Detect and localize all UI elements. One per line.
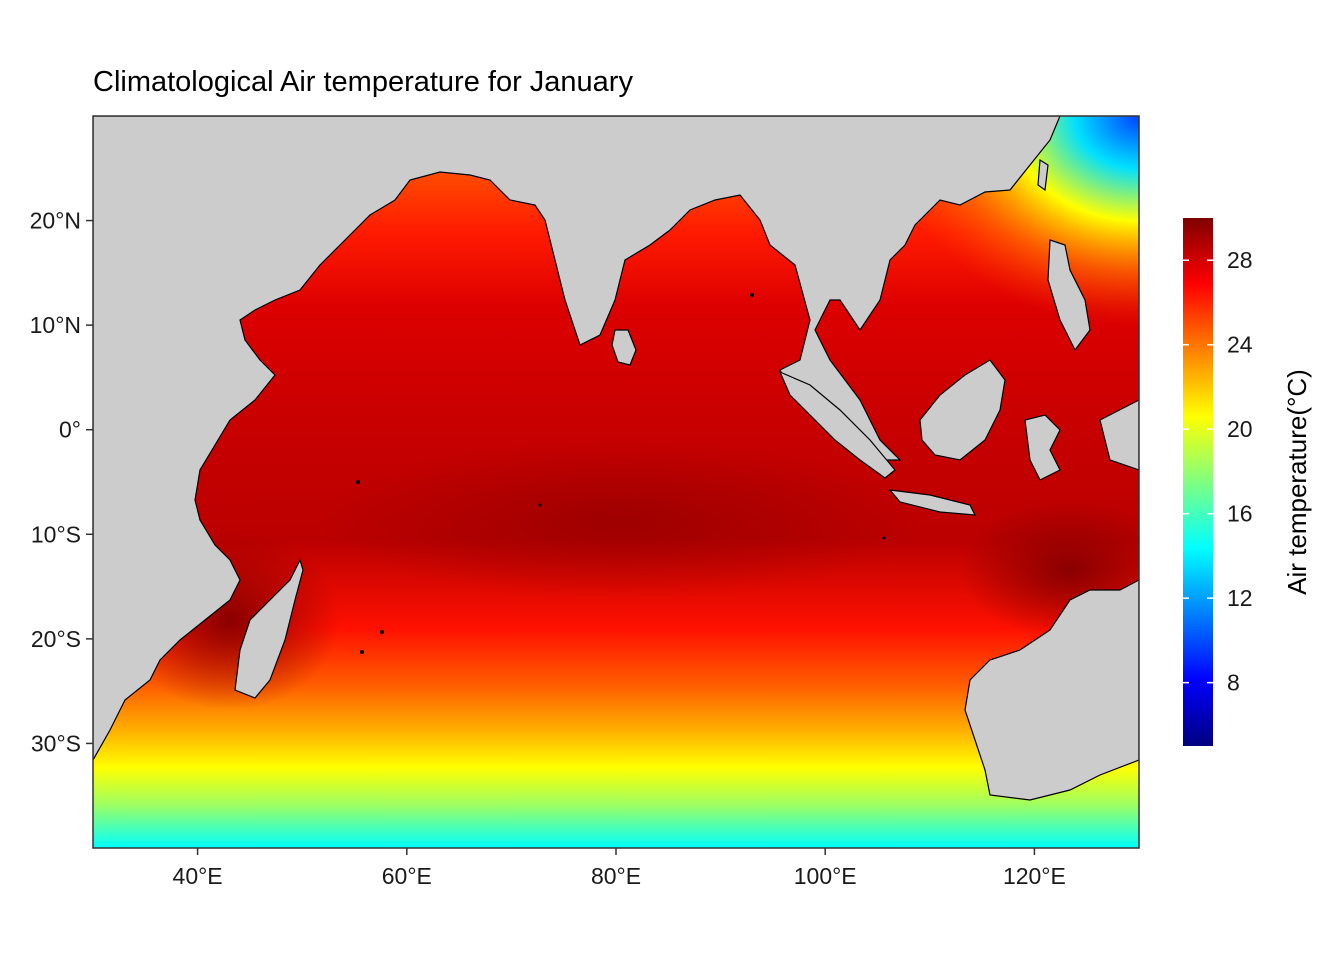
legend-tick-label: 12 (1227, 585, 1253, 611)
island-dot (380, 630, 384, 634)
y-tick-label: 10°N (30, 312, 81, 338)
island-dot (882, 536, 886, 540)
land-borneo (919, 359, 1006, 461)
land-sulawesi (1024, 414, 1061, 481)
legend-tick-label: 20 (1227, 416, 1253, 442)
map-panel (93, 116, 1139, 848)
y-tick-label: 30°S (31, 730, 81, 756)
x-axis: 40°E 60°E 80°E 100°E 120°E (173, 848, 1066, 889)
x-tick-label: 60°E (382, 863, 432, 889)
legend-tick-label: 16 (1227, 501, 1253, 527)
land-africa-arabia-asia (93, 116, 1061, 762)
x-tick-label: 80°E (591, 863, 641, 889)
land-masses (93, 116, 1139, 801)
land-madagascar (234, 558, 304, 699)
island-dot (538, 503, 542, 507)
legend-colorbar (1183, 218, 1213, 746)
legend-tick-label: 24 (1227, 332, 1253, 358)
small-islands (356, 293, 886, 654)
land-philippines (1047, 239, 1091, 352)
x-tick-label: 120°E (1003, 863, 1066, 889)
y-tick-label: 10°S (31, 521, 81, 547)
x-tick-label: 40°E (173, 863, 223, 889)
map-title: Climatological Air temperature for Janua… (93, 66, 633, 98)
land-taiwan (1037, 158, 1049, 192)
land-australia (964, 579, 1139, 801)
legend: 8 12 16 20 24 28 Air temperature(°C) (1183, 218, 1312, 746)
land-java (888, 489, 977, 516)
legend-tick-label: 8 (1227, 670, 1240, 696)
y-tick-label: 0° (59, 417, 81, 443)
x-tick-label: 100°E (794, 863, 857, 889)
land-sri-lanka (611, 329, 637, 366)
land-new-guinea-region (1099, 399, 1139, 471)
island-dot (356, 480, 360, 484)
legend-tick-label: 28 (1227, 247, 1253, 273)
legend-title: Air temperature(°C) (1282, 369, 1312, 595)
legend-ticks: 8 12 16 20 24 28 (1183, 247, 1253, 696)
land-sumatra (778, 370, 896, 479)
y-tick-label: 20°N (30, 208, 81, 234)
warm-pool-central (320, 440, 920, 600)
island-dot (360, 650, 364, 654)
y-axis: 20°N 10°N 0° 10°S 20°S 30°S (30, 208, 93, 756)
y-tick-label: 20°S (31, 626, 81, 652)
island-dot (750, 293, 754, 297)
